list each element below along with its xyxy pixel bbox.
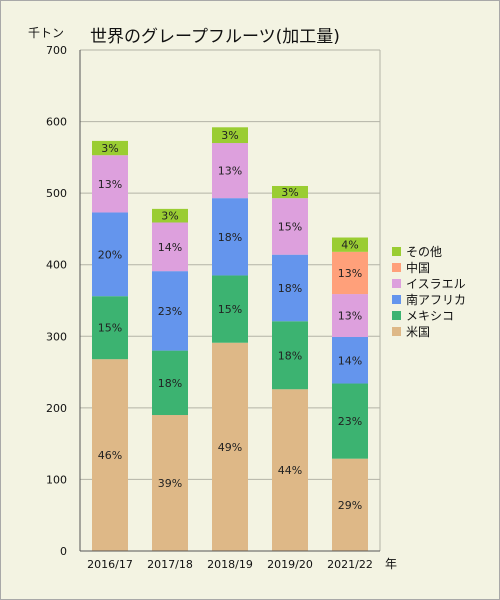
data-label: 23%: [338, 415, 362, 428]
legend-swatch: [392, 327, 401, 336]
data-label: 39%: [158, 477, 182, 490]
data-label: 13%: [218, 165, 242, 178]
axes: 0 100 200 300 400 500 600 700 2016/17 2017/18 2018…: [46, 44, 397, 571]
bar-segment: [212, 275, 248, 343]
data-label: 23%: [158, 305, 182, 318]
legend-swatch: [392, 295, 401, 304]
y-tick-label: 500: [46, 187, 67, 200]
bar-segment: [272, 389, 308, 551]
y-tick-label: 0: [60, 545, 67, 558]
x-axis-unit: 年: [385, 557, 397, 571]
legend-label: その他: [406, 245, 442, 259]
x-tick-label: 2019/20: [267, 558, 313, 571]
data-label: 14%: [158, 241, 182, 254]
y-tick-label: 300: [46, 330, 67, 343]
x-tick-label: 2016/17: [87, 558, 133, 571]
bar-segment: [332, 383, 368, 459]
data-label: 18%: [218, 231, 242, 244]
bar-segment: [92, 359, 128, 551]
data-label: 18%: [158, 377, 182, 390]
legend-label: 南アフリカ: [406, 292, 466, 307]
y-tick-label: 400: [46, 259, 67, 272]
bar-segment: [212, 143, 248, 199]
legend-label: メキシコ: [406, 309, 454, 323]
x-tick-label: 2018/19: [207, 558, 253, 571]
bar-segment: [332, 458, 368, 551]
data-label: 29%: [338, 499, 362, 512]
chart-title: 世界のグレープフルーツ(加工量): [90, 27, 340, 47]
data-label: 15%: [98, 322, 122, 335]
data-label: 13%: [338, 267, 362, 280]
bars: 46% 15% 20% 13% 3% 39% 18% 23% 14% 3% 49% 15% 18% 13%…: [92, 127, 368, 551]
y-tick-label: 200: [46, 402, 67, 415]
y-tick-label: 600: [46, 116, 67, 129]
data-label: 13%: [98, 178, 122, 191]
data-label: 14%: [338, 354, 362, 367]
data-label: 46%: [98, 449, 122, 462]
bar-segment: [332, 251, 368, 295]
y-axis-unit: 千トン: [28, 26, 65, 40]
bar-segment: [272, 321, 308, 390]
data-label: 18%: [278, 349, 302, 362]
bar-segment: [152, 222, 188, 272]
bar-segment: [332, 237, 368, 252]
bar-segment: [92, 140, 128, 156]
bar-segment: [272, 185, 308, 199]
data-label: 15%: [218, 303, 242, 316]
data-label: 44%: [278, 464, 302, 477]
bar-segment: [92, 296, 128, 360]
bar-segment: [152, 350, 188, 416]
data-label: 20%: [98, 248, 122, 261]
y-tick-label: 700: [46, 44, 67, 57]
data-label: 13%: [338, 310, 362, 323]
bar-segment: [332, 337, 368, 384]
legend-swatch: [392, 263, 401, 272]
bar-segment: [272, 254, 308, 322]
data-label: 3%: [221, 129, 238, 142]
data-label: 3%: [161, 210, 178, 223]
bar-segment: [212, 127, 248, 144]
bar-segment: [92, 212, 128, 297]
data-label: 4%: [341, 239, 358, 252]
bar-segment: [212, 342, 248, 551]
bar-segment: [152, 271, 188, 351]
legend-swatch: [392, 311, 401, 320]
legend-label: 中国: [406, 260, 430, 275]
bar-segment: [212, 198, 248, 276]
y-tick-label: 100: [46, 473, 67, 486]
data-label: 15%: [278, 220, 302, 233]
legend-swatch: [392, 279, 401, 288]
data-label: 3%: [101, 142, 118, 155]
bar-segment: [152, 415, 188, 551]
bar-segment: [152, 208, 188, 223]
legend-label: 米国: [406, 325, 430, 339]
x-tick-label: 2021/22: [327, 558, 373, 571]
data-label: 3%: [281, 186, 298, 199]
x-tick-label: 2017/18: [147, 558, 193, 571]
bar-segment: [92, 155, 128, 213]
bar-segment: [272, 198, 308, 255]
bar-segment: [332, 294, 368, 338]
data-label: 49%: [218, 441, 242, 454]
legend-label: イスラエル: [406, 277, 466, 291]
data-label: 18%: [278, 282, 302, 295]
legend-swatch: [392, 247, 401, 256]
